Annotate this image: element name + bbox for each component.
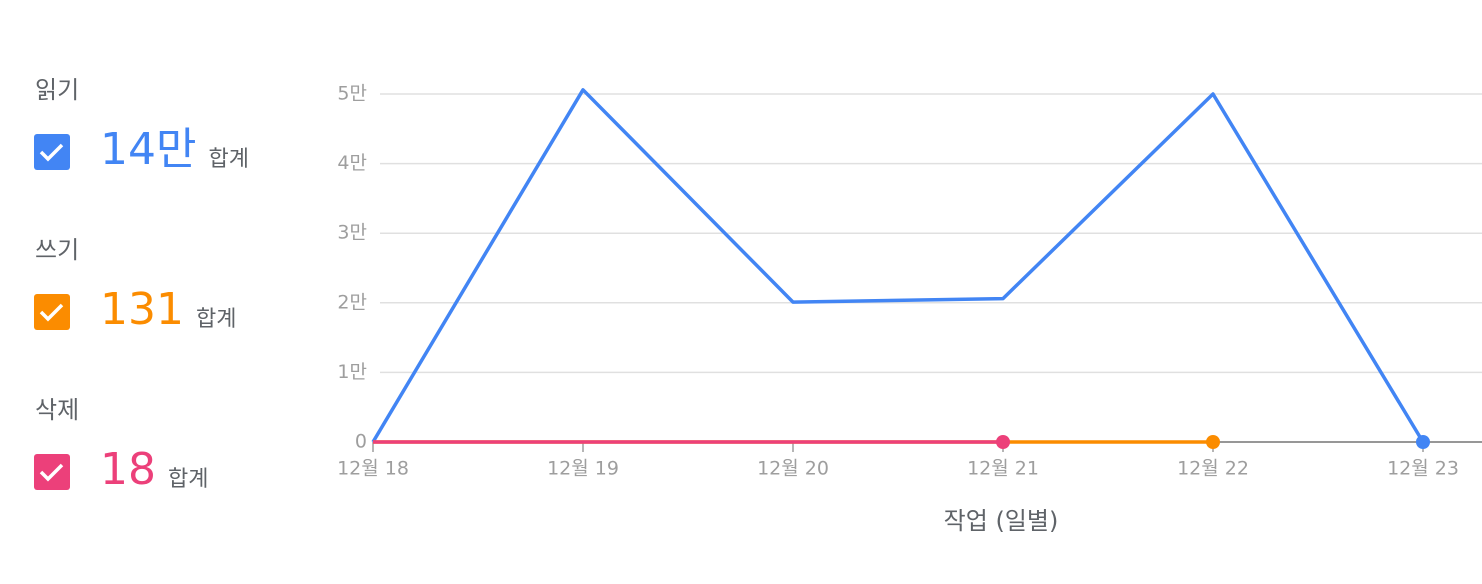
legend-checkbox[interactable]	[34, 294, 70, 330]
legend-name: 삭제	[35, 396, 79, 424]
y-tick-label: 5만	[337, 83, 367, 105]
checkmark	[39, 143, 64, 162]
y-tick-label: 3만	[337, 222, 367, 244]
x-tick-label: 12월 22	[1177, 458, 1249, 480]
legend-total-caption: 합계	[168, 467, 208, 492]
series-line	[371, 88, 1425, 443]
legend-total-caption: 합계	[208, 147, 248, 172]
legend-name: 읽기	[35, 76, 79, 104]
x-axis-title: 작업 (일별)	[944, 507, 1059, 535]
x-tick-label: 12월 23	[1387, 458, 1459, 480]
legend-total: 131	[100, 284, 184, 335]
end-dot	[1206, 435, 1220, 449]
x-tick-label: 12월 18	[337, 458, 409, 480]
legend-checkbox[interactable]	[34, 134, 70, 170]
checkmark	[39, 303, 64, 322]
legend-total-caption: 합계	[196, 307, 236, 332]
y-tick-label: 4만	[337, 152, 367, 174]
end-dot	[1416, 435, 1430, 449]
end-dot	[996, 435, 1010, 449]
x-tick-label: 12월 21	[967, 458, 1039, 480]
legend-checkbox[interactable]	[34, 454, 70, 490]
x-tick-label: 12월 19	[547, 458, 619, 480]
y-tick-label: 0	[355, 431, 367, 453]
y-tick-label: 1만	[337, 361, 367, 383]
legend-total: 14만	[100, 124, 196, 175]
y-tick-label: 2만	[337, 291, 367, 313]
x-tick-label: 12월 20	[757, 458, 829, 480]
checkmark	[39, 463, 64, 482]
legend-name: 쓰기	[35, 236, 79, 264]
legend-total: 18	[100, 444, 156, 495]
